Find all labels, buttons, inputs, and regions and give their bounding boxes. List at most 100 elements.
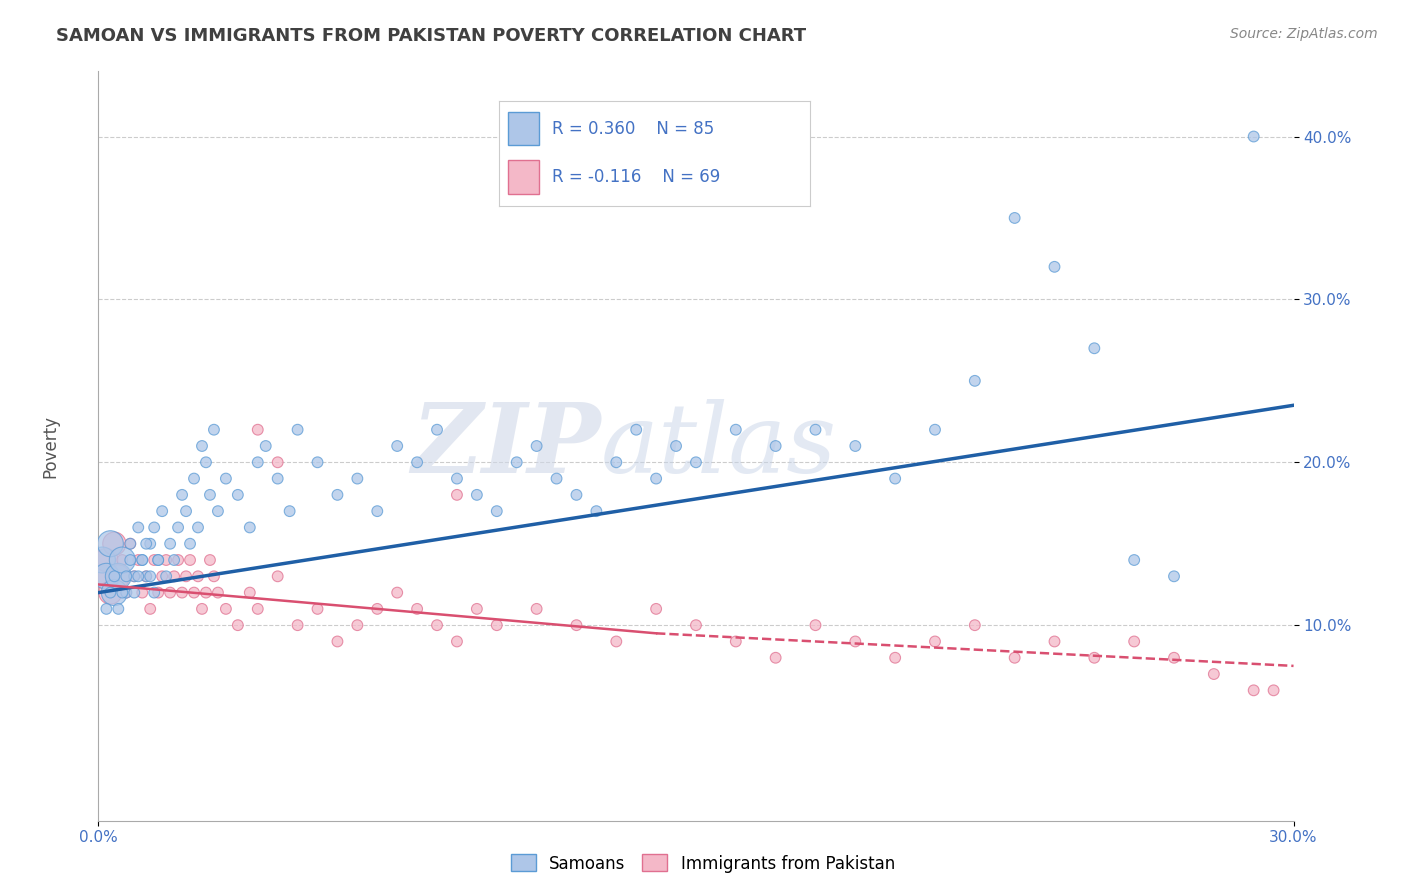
Point — [167, 553, 190, 567]
Point — [287, 423, 309, 437]
Point — [187, 520, 209, 534]
Point — [207, 585, 229, 599]
Point — [485, 618, 508, 632]
Point — [163, 569, 186, 583]
Point — [131, 553, 153, 567]
Point — [139, 602, 162, 616]
Point — [385, 439, 409, 453]
Point — [103, 585, 125, 599]
Point — [172, 488, 194, 502]
Point — [131, 553, 153, 567]
Point — [115, 569, 138, 583]
Point — [605, 455, 627, 469]
Point — [148, 585, 170, 599]
Point — [765, 439, 787, 453]
Point — [120, 537, 142, 551]
Point — [465, 488, 488, 502]
Point — [804, 618, 827, 632]
Point — [1043, 260, 1066, 274]
Point — [1004, 650, 1026, 665]
Point — [135, 569, 157, 583]
Point — [346, 472, 368, 486]
Point — [924, 423, 946, 437]
Point — [111, 553, 134, 567]
Point — [115, 585, 138, 599]
Point — [485, 504, 508, 518]
Point — [148, 553, 170, 567]
Point — [446, 634, 468, 648]
Point — [96, 602, 118, 616]
Point — [765, 650, 787, 665]
Point — [605, 634, 627, 648]
Point — [585, 504, 607, 518]
Point — [172, 585, 194, 599]
Point — [406, 455, 429, 469]
Point — [139, 569, 162, 583]
Point — [366, 602, 388, 616]
Point — [120, 553, 142, 567]
Point — [91, 553, 114, 567]
Point — [246, 423, 269, 437]
Point — [98, 537, 122, 551]
Point — [111, 553, 134, 567]
Point — [198, 488, 221, 502]
Point — [645, 602, 668, 616]
Point — [506, 455, 529, 469]
Point — [167, 520, 190, 534]
Point — [155, 569, 177, 583]
Point — [246, 455, 269, 469]
Point — [724, 423, 747, 437]
Point — [626, 423, 648, 437]
Point — [131, 585, 153, 599]
Point — [143, 520, 166, 534]
Point — [103, 537, 125, 551]
Point — [107, 569, 129, 583]
Point — [124, 569, 146, 583]
Point — [207, 504, 229, 518]
Point — [107, 569, 129, 583]
Point — [124, 569, 146, 583]
Point — [963, 374, 986, 388]
Point — [103, 569, 125, 583]
Point — [246, 602, 269, 616]
Point — [150, 569, 173, 583]
Legend: Samoans, Immigrants from Pakistan: Samoans, Immigrants from Pakistan — [505, 847, 901, 880]
Point — [96, 569, 118, 583]
Point — [254, 439, 277, 453]
Point — [1043, 634, 1066, 648]
Point — [526, 439, 548, 453]
Point — [685, 455, 707, 469]
Point — [1123, 634, 1146, 648]
Point — [159, 585, 181, 599]
Point — [96, 553, 118, 567]
Point — [239, 520, 262, 534]
Point — [226, 488, 249, 502]
Point — [135, 569, 157, 583]
Point — [963, 618, 986, 632]
Point — [267, 569, 290, 583]
Point — [346, 618, 368, 632]
Point — [115, 585, 138, 599]
Point — [385, 585, 409, 599]
Point — [179, 553, 201, 567]
Point — [267, 455, 290, 469]
Point — [307, 602, 329, 616]
Point — [1163, 569, 1185, 583]
Point — [844, 439, 866, 453]
Point — [183, 472, 205, 486]
Point — [1123, 553, 1146, 567]
Text: atlas: atlas — [600, 399, 837, 493]
Point — [98, 585, 122, 599]
Point — [565, 488, 588, 502]
Text: Poverty: Poverty — [42, 415, 59, 477]
Point — [239, 585, 262, 599]
Point — [1163, 650, 1185, 665]
Point — [107, 602, 129, 616]
Point — [278, 504, 301, 518]
Point — [191, 439, 214, 453]
Point — [844, 634, 866, 648]
Point — [150, 504, 173, 518]
Point — [187, 569, 209, 583]
Point — [191, 602, 214, 616]
Point — [665, 439, 688, 453]
